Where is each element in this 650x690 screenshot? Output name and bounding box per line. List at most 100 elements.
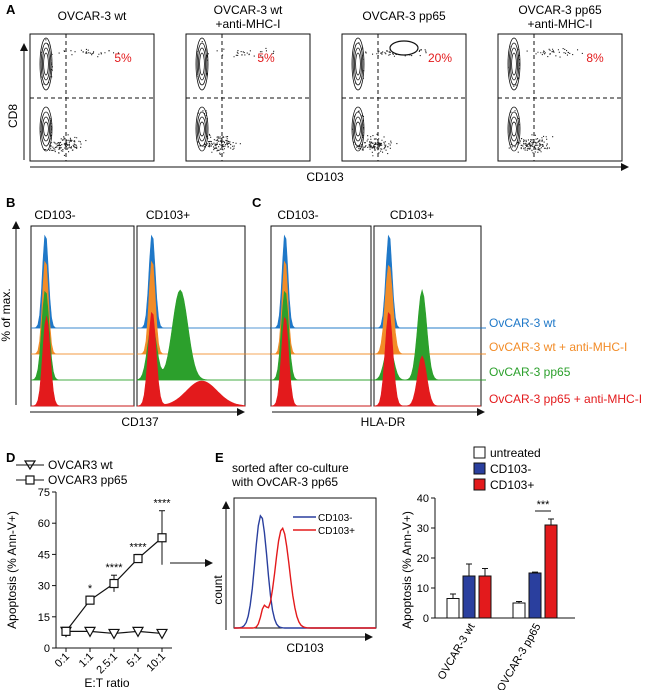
bar-y-tick-label: 30 xyxy=(417,523,429,535)
bar-y-tick-label: 20 xyxy=(417,553,429,565)
bar xyxy=(478,575,492,619)
x-tick-label: 1:1 xyxy=(77,651,96,670)
panel-letter-a: A xyxy=(6,2,16,17)
overlay-legend-pos: CD103+ xyxy=(318,526,355,537)
flow-contour xyxy=(39,106,53,152)
panel-letter-d: D xyxy=(6,450,15,465)
y-tick-label: 30 xyxy=(38,581,50,593)
y-tick-label: 60 xyxy=(38,518,50,530)
panel-d-legend: OVCAR3 wt OVCAR3 pp65 xyxy=(16,458,128,487)
flow-plot-1-percent: 5% xyxy=(114,51,132,65)
point-square xyxy=(133,553,143,564)
x-tick-label: 0:1 xyxy=(53,651,72,670)
flow-contour xyxy=(43,121,49,137)
point-triangle xyxy=(131,626,145,638)
flow-plot-1-density xyxy=(39,37,119,156)
panel-c-right-title: CD103+ xyxy=(390,208,434,222)
significance-label: **** xyxy=(105,562,123,574)
histo-legend-wt-antimhc: OvCAR-3 wt + anti-MHC-I xyxy=(489,340,627,354)
legend-marker-square xyxy=(25,475,35,485)
bar xyxy=(544,524,558,619)
flow-contour xyxy=(199,121,205,137)
panel-e-bar-y-label: Apoptosis (% Ann-V+) xyxy=(400,511,414,629)
flow-plot-3-density xyxy=(351,37,427,157)
flow-plot-2-density xyxy=(195,37,275,155)
flow-contour xyxy=(507,37,521,91)
panel-a-title-2b: +anti-MHC-I xyxy=(215,17,280,31)
flow-contour xyxy=(509,116,518,142)
bar-category-label: OVCAR-3 pp65 xyxy=(495,622,544,690)
flow-contour xyxy=(353,116,362,142)
significance-label: **** xyxy=(129,541,147,553)
panel-a-title-2a: OVCAR-3 wt xyxy=(214,3,283,17)
panel-b-left-title: CD103- xyxy=(34,208,75,222)
flow-contour xyxy=(43,52,49,76)
bar-legend-cd103neg: CD103- xyxy=(490,462,531,476)
flow-contour xyxy=(355,121,361,137)
significance-label: * xyxy=(88,583,93,595)
bar-legend-swatch-cd103pos xyxy=(473,478,486,491)
flow-plot-3-percent: 20% xyxy=(428,51,452,65)
point-triangle xyxy=(107,628,121,640)
histo-legend-pp65-antimhc: OvCAR-3 pp65 + anti-MHC-I xyxy=(489,392,642,406)
x-tick-label: 10:1 xyxy=(144,651,168,675)
panel-a-x-label: CD103 xyxy=(306,170,344,184)
bar-y-tick-label: 10 xyxy=(417,583,429,595)
bar-legend-swatch-cd103neg xyxy=(473,462,486,475)
flow-contour xyxy=(509,47,518,81)
flow-contour xyxy=(507,106,521,152)
bar-legend-cd103pos: CD103+ xyxy=(490,478,534,492)
flow-contour xyxy=(195,37,209,91)
point-triangle xyxy=(83,626,97,638)
bar-legend-swatch-untreated xyxy=(473,446,486,459)
x-tick-label: 5:1 xyxy=(125,651,144,670)
flow-contour xyxy=(197,47,206,81)
bar-y-tick-label: 0 xyxy=(423,613,429,625)
overlay-legend-neg: CD103- xyxy=(318,513,352,524)
point-triangle xyxy=(155,628,169,640)
panel-d-x-label: E:T ratio xyxy=(84,676,129,690)
histogram-panels xyxy=(30,225,486,407)
flow-contour xyxy=(351,106,365,152)
panel-d-y-label: Apoptosis (% Ann-V+) xyxy=(5,511,19,629)
histogram-trace xyxy=(136,311,246,407)
flow-contour xyxy=(351,37,365,91)
bar-y-tick-label: 40 xyxy=(417,493,429,505)
panel-c-x-label: HLA-DR xyxy=(361,415,406,429)
point-square xyxy=(157,533,167,543)
panel-e-bar-legend: untreated CD103- CD103+ xyxy=(473,446,541,492)
bar xyxy=(462,575,476,619)
panel-b-y-label: % of max. xyxy=(0,288,13,341)
y-tick-label: 0 xyxy=(44,643,50,655)
y-tick-label: 45 xyxy=(38,549,50,561)
panel-b-right-title: CD103+ xyxy=(146,208,190,222)
significance-label: **** xyxy=(153,498,171,510)
panel-e-title-2: with OvCAR-3 pp65 xyxy=(231,475,338,489)
point-square xyxy=(109,578,119,589)
panel-e-title-1: sorted after co-culture xyxy=(232,461,349,475)
flow-contour xyxy=(195,106,209,152)
legend-label-wt: OVCAR3 wt xyxy=(48,458,113,472)
panel-b-x-label: CD137 xyxy=(121,415,159,429)
histo-legend-wt: OvCAR-3 wt xyxy=(489,316,556,330)
panel-a-title-4a: OVCAR-3 pp65 xyxy=(518,3,602,17)
overlay-trace-cd103pos xyxy=(234,526,376,629)
flow-contour xyxy=(511,52,517,76)
flow-contour xyxy=(42,116,51,142)
panel-a-y-label: CD8 xyxy=(6,104,20,128)
flow-plot-2-percent: 5% xyxy=(257,51,275,65)
flow-contour xyxy=(355,52,361,76)
flow-contour xyxy=(353,47,362,81)
histogram-trace xyxy=(270,316,371,407)
panel-letter-e: E xyxy=(215,450,224,465)
panel-a-title-1: OVCAR-3 wt xyxy=(58,9,127,23)
bar-legend-untreated: untreated xyxy=(490,446,541,460)
legend-label-pp65: OVCAR3 pp65 xyxy=(48,473,128,487)
panel-letter-b: B xyxy=(6,195,15,210)
x-tick-label: 2.5:1 xyxy=(94,651,120,677)
flow-plot-4: 8% xyxy=(497,33,623,162)
bar xyxy=(446,598,460,619)
flow-plot-1: 5% xyxy=(29,33,155,162)
panel-c-left-title: CD103- xyxy=(277,208,318,222)
